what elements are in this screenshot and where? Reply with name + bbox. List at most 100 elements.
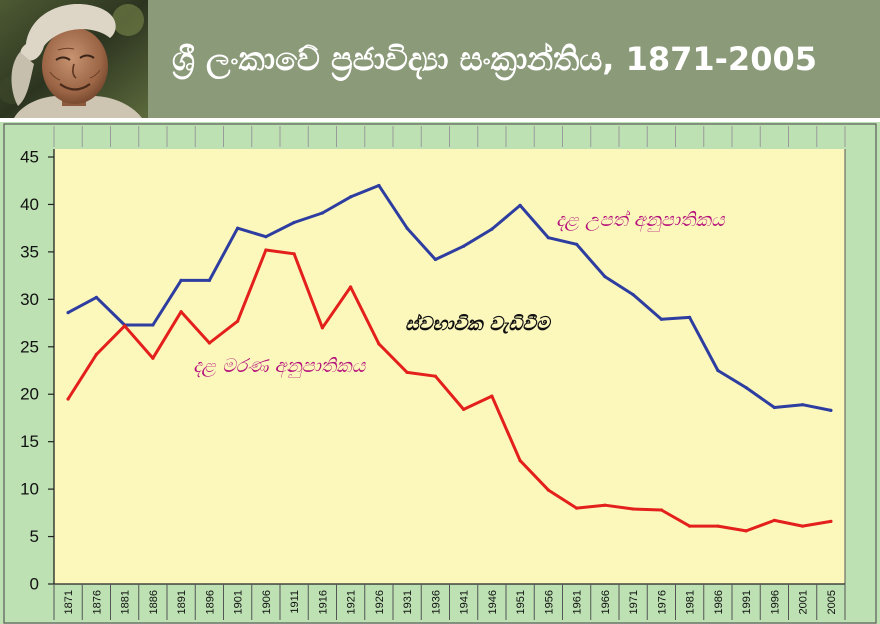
x-tick-label: 2005	[826, 590, 838, 614]
demographic-transition-chart: 0 5 10 15 20 25 30 35 40 45 1871 1876 1881 1886 1891 18…	[0, 122, 880, 624]
data-point-birth-rate	[829, 408, 833, 412]
data-point-death-rate	[716, 524, 720, 528]
data-point-death-rate	[688, 524, 692, 528]
data-point-death-rate	[772, 518, 777, 522]
portrait-photo	[0, 0, 148, 118]
x-tick-label: 1916	[317, 590, 329, 614]
x-tick-label: 1961	[572, 590, 584, 614]
data-point-death-rate	[207, 341, 211, 345]
right-eye	[79, 54, 95, 59]
data-point-death-rate	[123, 324, 127, 328]
y-tick-label: 0	[30, 575, 39, 594]
chart-frame	[3, 123, 877, 624]
left-eye	[55, 56, 71, 61]
x-tick-label: 1896	[204, 590, 216, 614]
data-point-death-rate	[462, 407, 466, 411]
head-wrap	[20, 4, 116, 61]
data-point-birth-rate	[688, 315, 692, 319]
data-point-death-rate	[631, 507, 635, 511]
data-point-death-rate	[349, 285, 353, 289]
x-tick-label: 1891	[176, 590, 188, 614]
data-point-death-rate	[320, 326, 324, 330]
natural-increase-label: ස්වභාවික වැඩිවීම	[405, 313, 552, 335]
x-tick-label: 1941	[459, 590, 471, 614]
x-tick-label: 1976	[656, 590, 668, 614]
data-point-death-rate	[179, 310, 183, 314]
head-wrap-tail	[11, 52, 34, 106]
data-point-birth-rate	[801, 403, 805, 407]
x-tick-label: 1931	[402, 590, 414, 614]
data-point-birth-rate	[462, 244, 466, 248]
data-point-death-rate	[236, 319, 240, 323]
x-tick-label: 1871	[63, 590, 75, 614]
series-line-birth-rate	[66, 184, 833, 412]
data-point-birth-rate	[94, 295, 98, 299]
x-tick-label: 1991	[741, 590, 753, 614]
data-point-death-rate	[433, 374, 437, 378]
x-tick-label: 1926	[374, 590, 386, 614]
data-point-birth-rate	[151, 323, 155, 327]
data-point-birth-rate	[179, 278, 183, 282]
data-point-birth-rate	[320, 211, 324, 215]
nose	[72, 63, 77, 79]
x-tick-label: 1936	[430, 590, 442, 614]
data-point-birth-rate	[546, 236, 551, 240]
x-tick-label: 1971	[628, 590, 640, 614]
data-point-birth-rate	[207, 278, 211, 282]
data-point-death-rate	[405, 370, 409, 374]
chart-canvas: 0 5 10 15 20 25 30 35 40 45 1871 1876 1881 1886 1891 18…	[0, 122, 880, 624]
data-point-birth-rate	[405, 226, 409, 230]
y-tick-label: 5	[30, 527, 39, 546]
x-tick-label: 1876	[91, 590, 103, 614]
y-tick-label: 15	[20, 432, 39, 451]
birth-rate-label: දළ උපත් අනුපාතිකය	[556, 209, 726, 232]
data-point-death-rate	[151, 356, 155, 360]
data-point-death-rate	[659, 508, 664, 512]
y-tick-label: 25	[20, 337, 39, 356]
data-point-birth-rate	[659, 317, 664, 321]
data-point-death-rate	[744, 529, 748, 533]
wrinkles	[49, 47, 101, 81]
slide-title: ශ්‍රී ලංකාවේ ප්‍රජාවිද්‍යා සංක්‍රාන්තිය,…	[172, 40, 817, 78]
data-point-death-rate	[575, 506, 579, 510]
data-point-death-rate	[490, 394, 494, 398]
x-tick-label: 1886	[148, 590, 160, 614]
portrait-image	[0, 0, 148, 118]
smile	[59, 83, 91, 91]
data-point-birth-rate	[349, 195, 353, 199]
data-point-birth-rate	[377, 183, 381, 188]
data-point-birth-rate	[264, 235, 268, 239]
data-point-death-rate	[603, 503, 607, 507]
data-point-death-rate	[292, 252, 296, 256]
face	[42, 28, 108, 104]
data-point-death-rate	[829, 519, 833, 523]
x-tick-label: 1946	[487, 590, 499, 614]
foliage	[112, 4, 144, 36]
data-point-birth-rate	[236, 226, 240, 230]
x-tick-label: 1956	[543, 590, 555, 614]
x-tick-label: 1906	[261, 590, 273, 614]
data-point-birth-rate	[518, 203, 522, 207]
data-point-birth-rate	[292, 220, 296, 225]
data-point-birth-rate	[66, 311, 70, 315]
x-tick-label: 1966	[600, 590, 612, 614]
data-point-death-rate	[377, 342, 381, 346]
x-tick-label: 1986	[713, 590, 725, 614]
x-tick-label: 1981	[685, 590, 697, 614]
death-rate-label: දළ මරණ අනුපාතිකය	[193, 355, 367, 378]
title-banner: ශ්‍රී ලංකාවේ ප්‍රජාවිද්‍යා සංක්‍රාන්තිය,…	[148, 0, 880, 118]
data-point-death-rate	[801, 524, 805, 528]
data-point-death-rate	[518, 459, 522, 463]
y-tick-label: 40	[20, 195, 39, 214]
data-point-death-rate	[264, 248, 268, 252]
data-point-birth-rate	[744, 386, 748, 390]
y-tick-label: 35	[20, 242, 39, 261]
x-tick-label: 1996	[769, 590, 781, 614]
x-tick-label: 1951	[515, 590, 527, 614]
data-point-death-rate	[546, 488, 551, 492]
x-tick-label: 1911	[289, 590, 301, 614]
data-point-birth-rate	[603, 275, 607, 279]
y-tick-label: 45	[20, 148, 39, 167]
x-tick-label: 1881	[120, 590, 132, 614]
y-tick-label: 30	[20, 290, 39, 309]
